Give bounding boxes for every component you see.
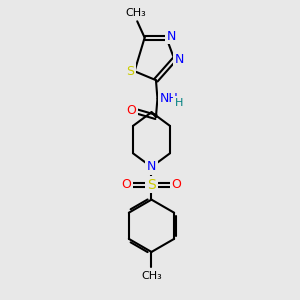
Text: N: N [167,30,176,43]
Text: N: N [147,160,156,173]
Text: O: O [172,178,182,191]
Text: S: S [147,178,156,192]
Text: O: O [126,104,136,117]
Text: N: N [175,53,184,66]
Text: S: S [126,65,134,78]
Text: H: H [175,98,183,108]
Text: NH: NH [159,92,178,105]
Text: CH₃: CH₃ [141,271,162,281]
Text: CH₃: CH₃ [125,8,146,18]
Text: O: O [122,178,131,191]
